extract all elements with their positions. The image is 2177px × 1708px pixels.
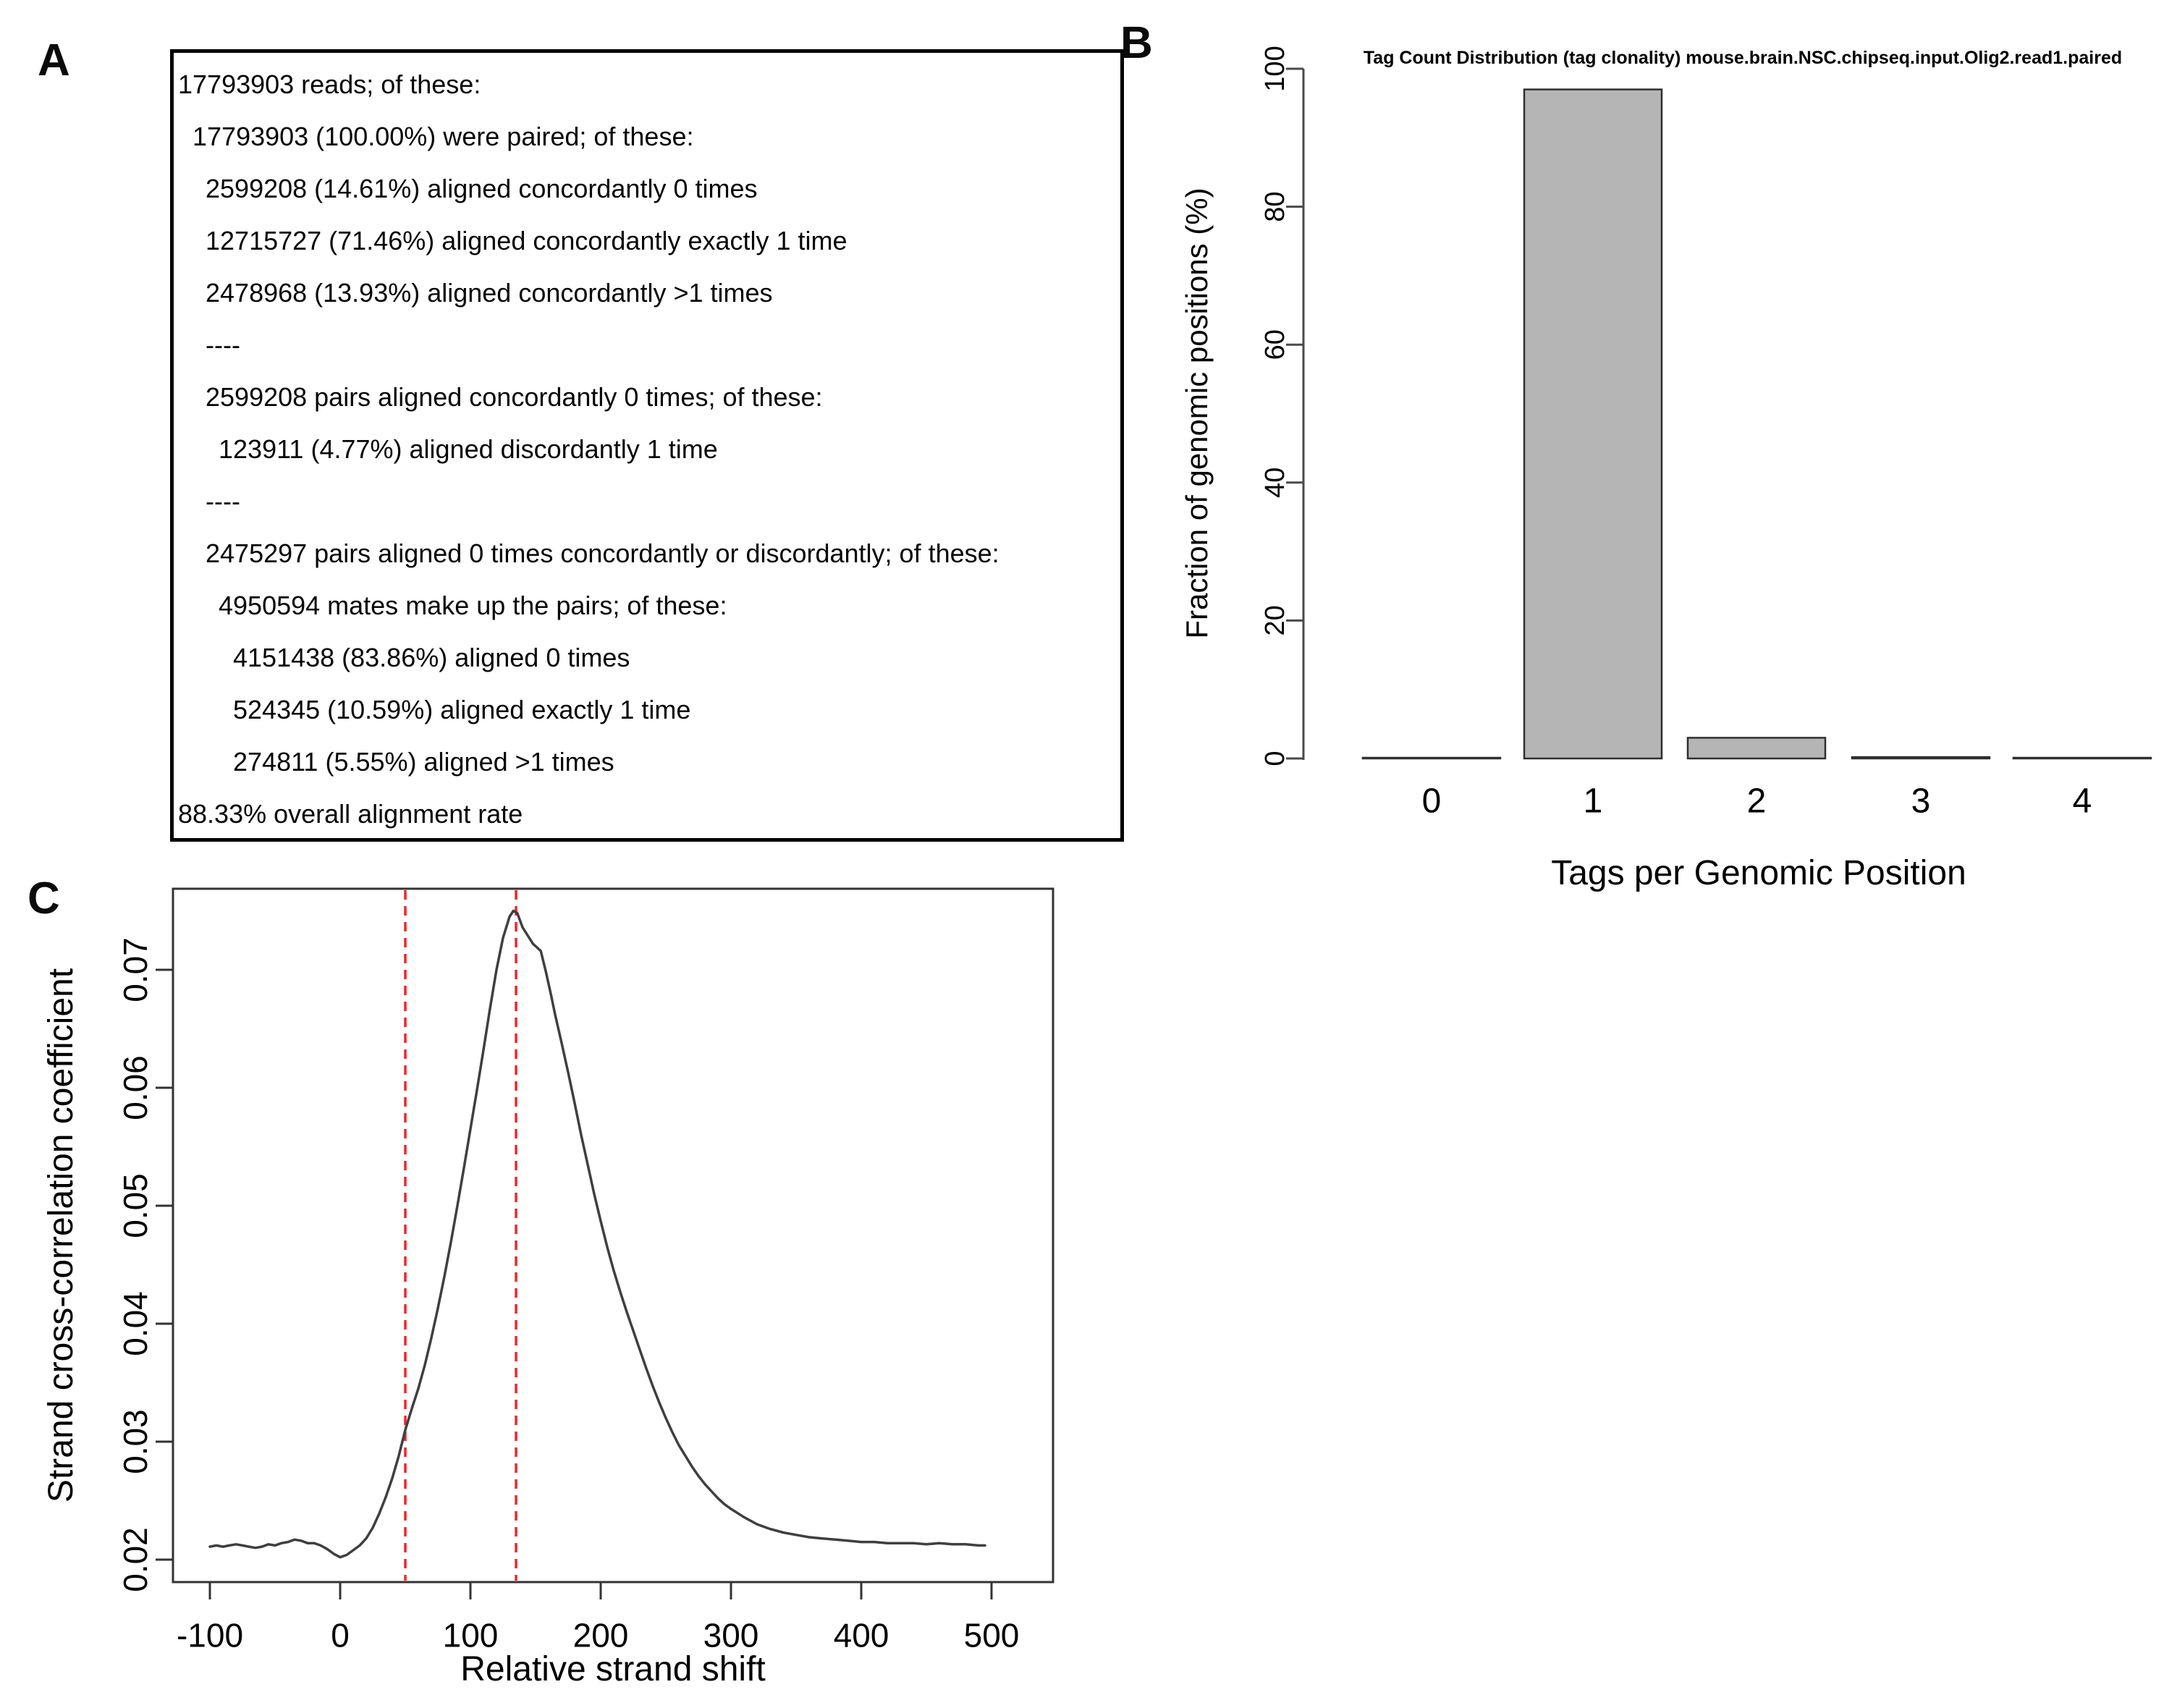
line-chart-y-tick-label: 0.02: [117, 1527, 154, 1592]
alignment-stats-line: ----: [206, 330, 240, 360]
line-chart-y-axis-title: Strand cross-correlation coefficient: [42, 968, 80, 1502]
line-chart-x-tick-label: -100: [177, 1617, 243, 1654]
bar-chart-x-axis-title: Tags per Genomic Position: [1551, 854, 1966, 892]
line-chart-x-tick-label: 500: [964, 1617, 1020, 1654]
panel-b-label: B: [1120, 18, 1153, 68]
alignment-stats-box: 17793903 reads; of these: 17793903 (100.0…: [170, 49, 1124, 842]
line-chart-y-tick-label: 0.07: [117, 937, 154, 1002]
alignment-stats-line: 524345 (10.59%) aligned exactly 1 time: [233, 695, 691, 724]
line-chart-plot-box: [172, 887, 1054, 1584]
panel-c-label: C: [28, 874, 60, 923]
alignment-stats-line: ----: [206, 486, 240, 516]
alignment-stats-line: 2475297 pairs aligned 0 times concordant…: [206, 538, 999, 568]
bar-chart-y-tick-label: 80: [1260, 191, 1290, 221]
tag-count-bar-chart: Tag Count Distribution (tag clonality) m…: [1180, 46, 2152, 892]
line-chart-x-axis-title: Relative strand shift: [460, 1650, 766, 1688]
line-chart-y-tick-label: 0.03: [117, 1409, 154, 1474]
alignment-stats-line: 12715727 (71.46%) aligned concordantly e…: [206, 226, 847, 255]
line-chart-y-tick-label: 0.04: [117, 1291, 154, 1356]
bar-chart-x-tick-label: 2: [1747, 782, 1767, 821]
alignment-stats-line: 2478968 (13.93%) aligned concordantly >1…: [206, 278, 773, 308]
bar-3: [1851, 756, 1991, 760]
bar-chart-x-tick-label: 0: [1422, 782, 1442, 821]
line-chart-x-tick-label: 300: [703, 1617, 759, 1654]
alignment-stats-line: 2599208 (14.61%) aligned concordantly 0 …: [206, 174, 758, 203]
alignment-stats-line: 4151438 (83.86%) aligned 0 times: [233, 643, 630, 672]
bar-2: [1686, 737, 1827, 760]
alignment-stats-line: 17793903 (100.00%) were paired; of these…: [193, 122, 694, 151]
bar-chart-x-tick-label: 3: [1911, 782, 1931, 821]
bar-chart-x-tick-label: 4: [2073, 782, 2092, 821]
line-chart-x-tick-label: 400: [834, 1617, 889, 1654]
line-chart-x-tick-label: 100: [443, 1617, 499, 1654]
bar-chart-y-tick-label: 40: [1260, 468, 1290, 498]
line-chart-x-tick-label: 200: [573, 1617, 629, 1654]
bar-chart-y-tick-label: 100: [1260, 46, 1290, 91]
alignment-stats-line: 274811 (5.55%) aligned >1 times: [233, 747, 614, 777]
bar-chart-y-tick-label: 20: [1260, 605, 1290, 635]
bar-1: [1523, 88, 1663, 760]
alignment-stats-line: 4950594 mates make up the pairs; of thes…: [219, 591, 727, 620]
line-chart-y-tick-label: 0.05: [117, 1173, 154, 1238]
cross-correlation-curve: [208, 909, 986, 1559]
alignment-stats-line: 123911 (4.77%) aligned discordantly 1 ti…: [219, 434, 718, 464]
panel-a-label: A: [38, 35, 70, 85]
alignment-stats-line: 88.33% overall alignment rate: [178, 799, 523, 829]
line-chart-x-tick-label: 0: [331, 1617, 350, 1654]
cross-correlation-line-chart: -100 0 100 200 300 400 500 0.02 0.03 0.04 0.05 0.06…: [42, 887, 1054, 1688]
bar-chart-y-axis-title: Fraction of genomic positions (%): [1180, 187, 1214, 638]
alignment-stats-line: 2599208 pairs aligned concordantly 0 tim…: [206, 382, 823, 412]
bar-chart-x-tick-label: 1: [1584, 782, 1603, 821]
alignment-stats-line: 17793903 reads; of these:: [178, 69, 481, 99]
bar-chart-y-tick-label: 60: [1260, 329, 1290, 360]
bar-chart-y-tick-label: 0: [1260, 751, 1290, 766]
bar-chart-title: Tag Count Distribution (tag clonality) m…: [1364, 48, 2122, 68]
line-chart-y-tick-label: 0.06: [117, 1055, 154, 1120]
